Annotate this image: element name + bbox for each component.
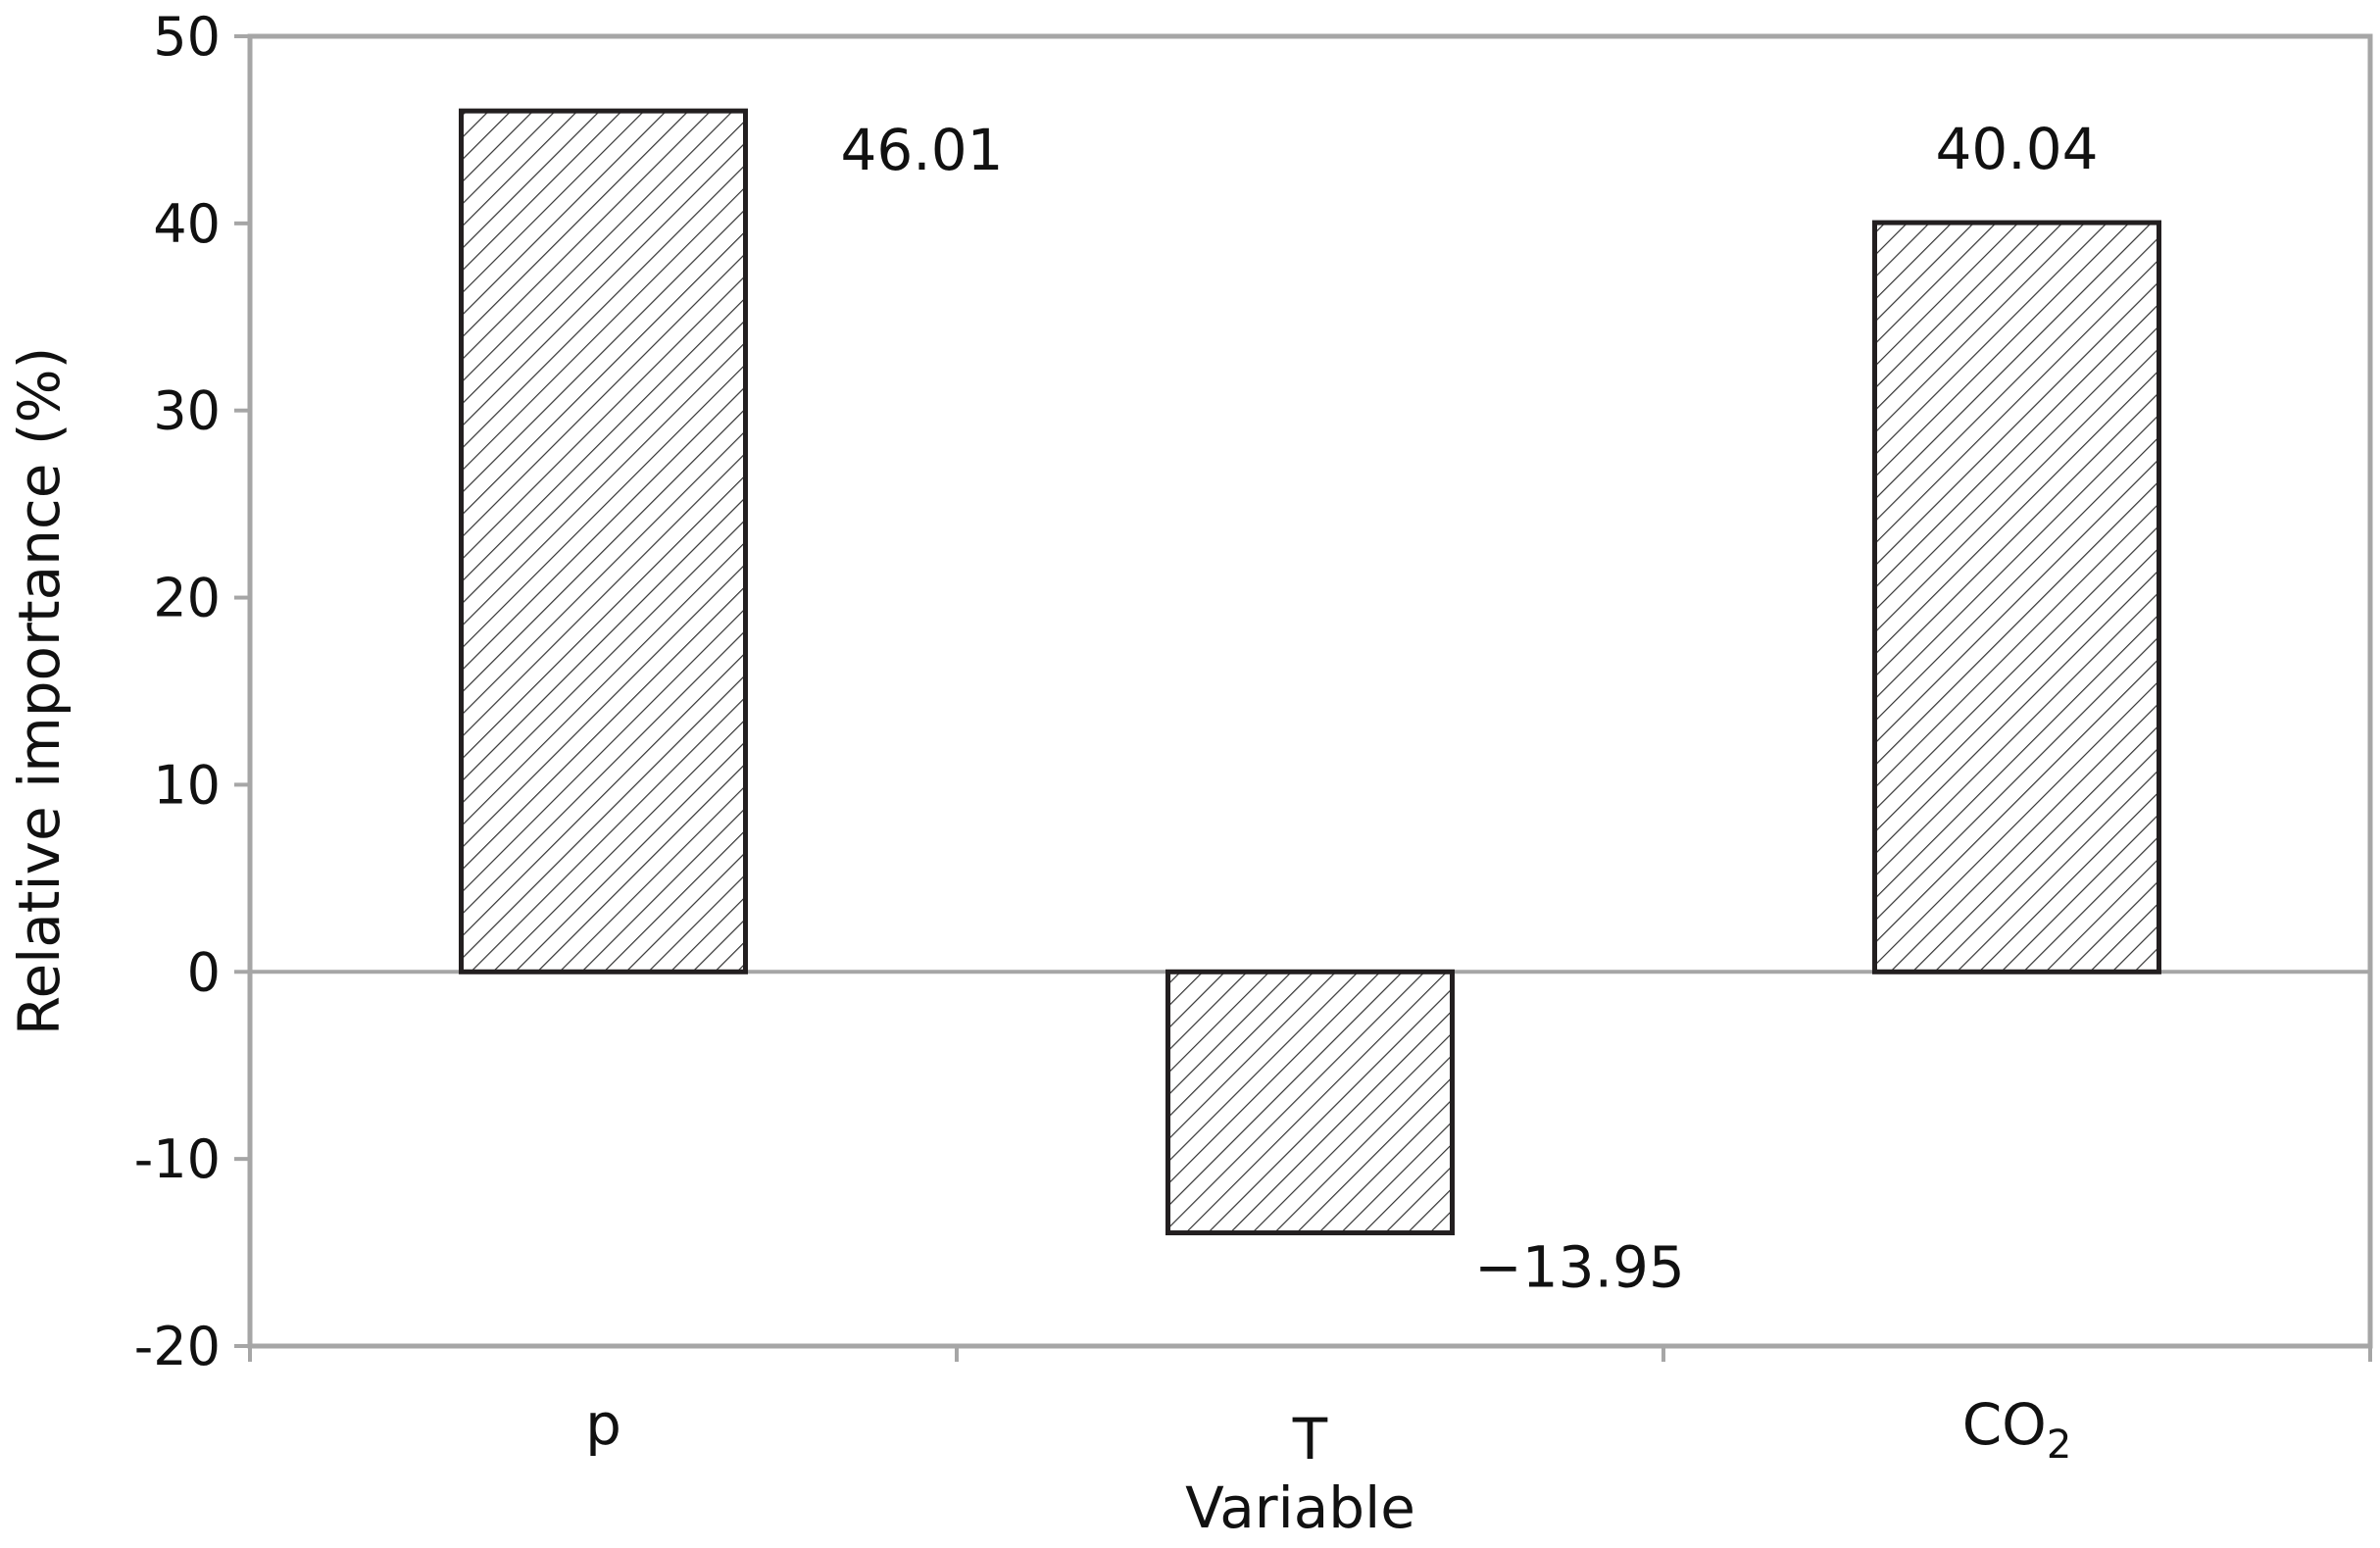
y-tick-label: -10 xyxy=(134,1128,221,1190)
data-label: 46.01 xyxy=(840,117,1003,183)
plot-area-border xyxy=(247,33,2373,1349)
data-label: 40.04 xyxy=(1935,116,2098,182)
x-axis-title: Variable xyxy=(1185,1474,1415,1541)
data-label: −13.95 xyxy=(1474,1234,1685,1301)
y-tick-label: 30 xyxy=(153,380,221,442)
y-tick-label: 40 xyxy=(153,193,221,255)
y-tick-label: -20 xyxy=(134,1316,221,1377)
bar-co2 xyxy=(1872,220,2161,974)
x-tick-label: p xyxy=(585,1391,621,1458)
y-tick-label: 10 xyxy=(153,754,221,816)
bar-p xyxy=(459,108,748,974)
y-tick-label: 50 xyxy=(153,6,221,68)
x-tick-label: T xyxy=(1292,1406,1328,1473)
y-tick-label: 20 xyxy=(153,568,221,629)
y-axis-title: Relative importance (%) xyxy=(6,347,73,1036)
x-tick-label: CO2 xyxy=(1962,1391,2072,1468)
bar-t xyxy=(1165,969,1455,1236)
y-tick-label: 0 xyxy=(187,941,221,1003)
